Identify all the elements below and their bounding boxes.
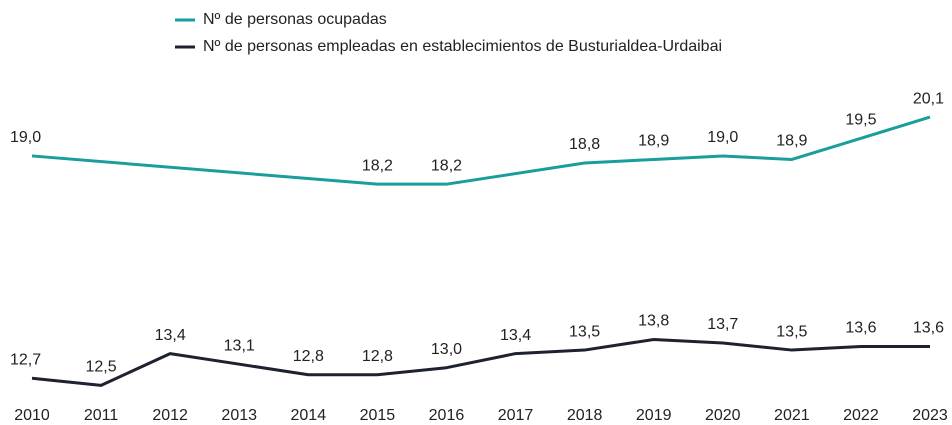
data-label: 12,8 bbox=[362, 348, 393, 365]
x-tick-label: 2019 bbox=[636, 407, 672, 424]
series-line bbox=[31, 115, 931, 186]
x-tick-label: 2018 bbox=[567, 407, 603, 424]
data-label: 13,4 bbox=[500, 327, 531, 344]
x-tick-label: 2016 bbox=[429, 407, 465, 424]
legend-label: Nº de personas empleadas en establecimie… bbox=[203, 38, 722, 55]
data-label: 18,2 bbox=[431, 157, 462, 174]
x-tick-label: 2010 bbox=[14, 407, 50, 424]
data-label: 13,8 bbox=[638, 313, 669, 330]
x-tick-label: 2014 bbox=[291, 407, 327, 424]
data-label: 13,4 bbox=[155, 327, 186, 344]
x-tick-label: 2017 bbox=[498, 407, 534, 424]
data-label: 18,9 bbox=[638, 133, 669, 150]
data-label: 12,5 bbox=[86, 359, 117, 376]
data-label: 13,7 bbox=[707, 316, 738, 333]
x-tick-label: 2015 bbox=[360, 407, 396, 424]
data-label: 18,9 bbox=[776, 133, 807, 150]
data-label: 13,5 bbox=[569, 323, 600, 340]
x-tick-label: 2021 bbox=[774, 407, 810, 424]
data-label: 13,0 bbox=[431, 341, 462, 358]
legend-label: Nº de personas ocupadas bbox=[203, 11, 387, 28]
x-tick-label: 2012 bbox=[152, 407, 188, 424]
x-tick-label: 2013 bbox=[221, 407, 257, 424]
x-tick-label: 2023 bbox=[912, 407, 948, 424]
x-tick-label: 2022 bbox=[843, 407, 879, 424]
data-label: 13,1 bbox=[224, 337, 255, 354]
data-label: 12,7 bbox=[10, 352, 41, 369]
data-label: 13,5 bbox=[776, 323, 807, 340]
data-label: 20,1 bbox=[913, 90, 944, 107]
x-tick-label: 2020 bbox=[705, 407, 741, 424]
data-label: 18,2 bbox=[362, 157, 393, 174]
data-label: 19,5 bbox=[845, 112, 876, 129]
data-label: 18,8 bbox=[569, 136, 600, 153]
data-label: 13,6 bbox=[845, 320, 876, 337]
data-label: 13,6 bbox=[913, 320, 944, 337]
x-tick-label: 2011 bbox=[84, 407, 119, 424]
data-label: 12,8 bbox=[293, 348, 324, 365]
data-label: 19,0 bbox=[707, 129, 738, 146]
data-label: 19,0 bbox=[10, 129, 41, 146]
series-line bbox=[31, 337, 930, 387]
